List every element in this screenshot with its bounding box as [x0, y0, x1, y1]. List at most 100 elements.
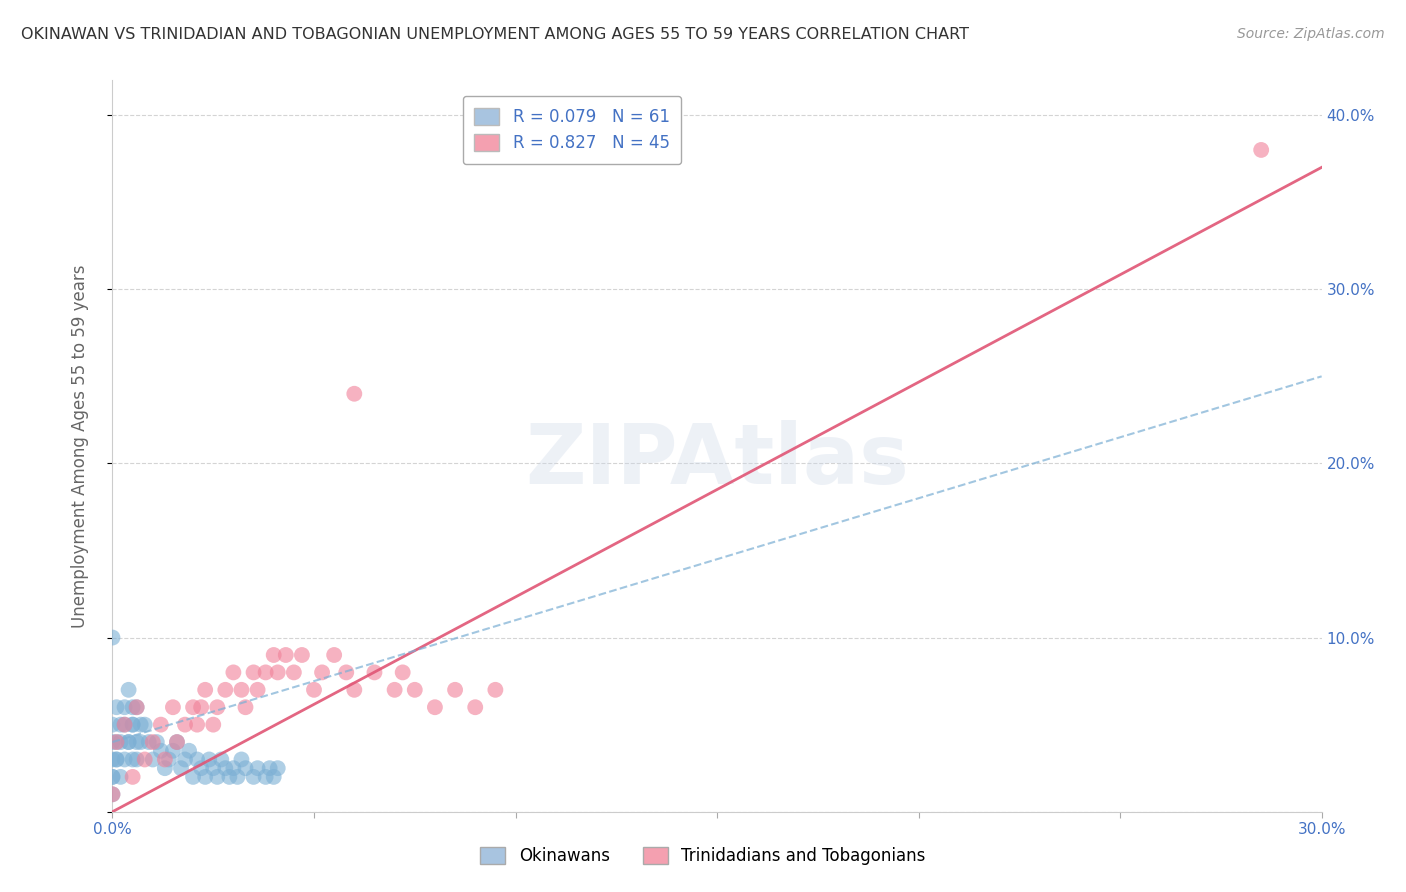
- Point: [110, 735, 132, 749]
- Point: [214, 761, 236, 775]
- Point: [138, 735, 160, 749]
- Point: [125, 700, 148, 714]
- Point: [186, 717, 208, 731]
- Point: [246, 682, 269, 697]
- Point: [259, 761, 281, 775]
- Point: [311, 665, 333, 680]
- Point: [423, 700, 446, 714]
- Point: [149, 717, 172, 731]
- Point: [464, 700, 486, 714]
- Point: [235, 700, 257, 714]
- Point: [242, 770, 264, 784]
- Point: [235, 761, 257, 775]
- Point: [194, 770, 217, 784]
- Point: [246, 761, 269, 775]
- Point: [484, 682, 506, 697]
- Point: [174, 752, 197, 766]
- Point: [218, 770, 240, 784]
- Point: [146, 735, 169, 749]
- Point: [198, 752, 221, 766]
- Point: [323, 648, 346, 662]
- Point: [222, 665, 245, 680]
- Point: [105, 752, 128, 766]
- Point: [1250, 143, 1272, 157]
- Point: [114, 717, 136, 731]
- Point: [125, 735, 148, 749]
- Point: [363, 665, 385, 680]
- Point: [263, 770, 285, 784]
- Point: [254, 665, 277, 680]
- Point: [343, 682, 366, 697]
- Point: [105, 752, 128, 766]
- Point: [110, 770, 132, 784]
- Point: [101, 787, 124, 801]
- Point: [283, 665, 305, 680]
- Point: [121, 717, 143, 731]
- Point: [134, 717, 156, 731]
- Point: [117, 735, 139, 749]
- Point: [207, 700, 229, 714]
- Legend: R = 0.079   N = 61, R = 0.827   N = 45: R = 0.079 N = 61, R = 0.827 N = 45: [463, 96, 682, 164]
- Point: [105, 735, 128, 749]
- Point: [101, 735, 124, 749]
- Point: [263, 648, 285, 662]
- Point: [181, 770, 204, 784]
- Point: [207, 770, 229, 784]
- Point: [274, 648, 297, 662]
- Point: [153, 752, 176, 766]
- Point: [129, 735, 152, 749]
- Point: [121, 770, 143, 784]
- Point: [162, 700, 184, 714]
- Point: [190, 700, 212, 714]
- Point: [129, 717, 152, 731]
- Point: [114, 700, 136, 714]
- Text: OKINAWAN VS TRINIDADIAN AND TOBAGONIAN UNEMPLOYMENT AMONG AGES 55 TO 59 YEARS CO: OKINAWAN VS TRINIDADIAN AND TOBAGONIAN U…: [21, 27, 969, 42]
- Point: [302, 682, 325, 697]
- Point: [202, 761, 225, 775]
- Point: [142, 735, 165, 749]
- Point: [166, 735, 188, 749]
- Point: [291, 648, 314, 662]
- Point: [404, 682, 426, 697]
- Text: ZIPAtlas: ZIPAtlas: [524, 420, 910, 501]
- Point: [149, 744, 172, 758]
- Point: [101, 717, 124, 731]
- Point: [343, 386, 366, 401]
- Point: [114, 717, 136, 731]
- Point: [202, 717, 225, 731]
- Point: [384, 682, 406, 697]
- Point: [153, 761, 176, 775]
- Point: [335, 665, 357, 680]
- Point: [121, 700, 143, 714]
- Point: [222, 761, 245, 775]
- Point: [214, 682, 236, 697]
- Point: [105, 700, 128, 714]
- Point: [391, 665, 413, 680]
- Point: [134, 752, 156, 766]
- Point: [242, 665, 264, 680]
- Point: [121, 752, 143, 766]
- Point: [101, 631, 124, 645]
- Point: [101, 770, 124, 784]
- Point: [231, 752, 253, 766]
- Text: Source: ZipAtlas.com: Source: ZipAtlas.com: [1237, 27, 1385, 41]
- Point: [174, 717, 197, 731]
- Point: [166, 735, 188, 749]
- Point: [186, 752, 208, 766]
- Point: [101, 770, 124, 784]
- Point: [194, 682, 217, 697]
- Y-axis label: Unemployment Among Ages 55 to 59 years: Unemployment Among Ages 55 to 59 years: [70, 264, 89, 628]
- Point: [101, 787, 124, 801]
- Point: [170, 761, 193, 775]
- Point: [117, 682, 139, 697]
- Point: [157, 752, 180, 766]
- Point: [121, 717, 143, 731]
- Point: [267, 665, 290, 680]
- Point: [254, 770, 277, 784]
- Point: [267, 761, 290, 775]
- Point: [105, 735, 128, 749]
- Point: [181, 700, 204, 714]
- Point: [110, 717, 132, 731]
- Point: [231, 682, 253, 697]
- Point: [125, 700, 148, 714]
